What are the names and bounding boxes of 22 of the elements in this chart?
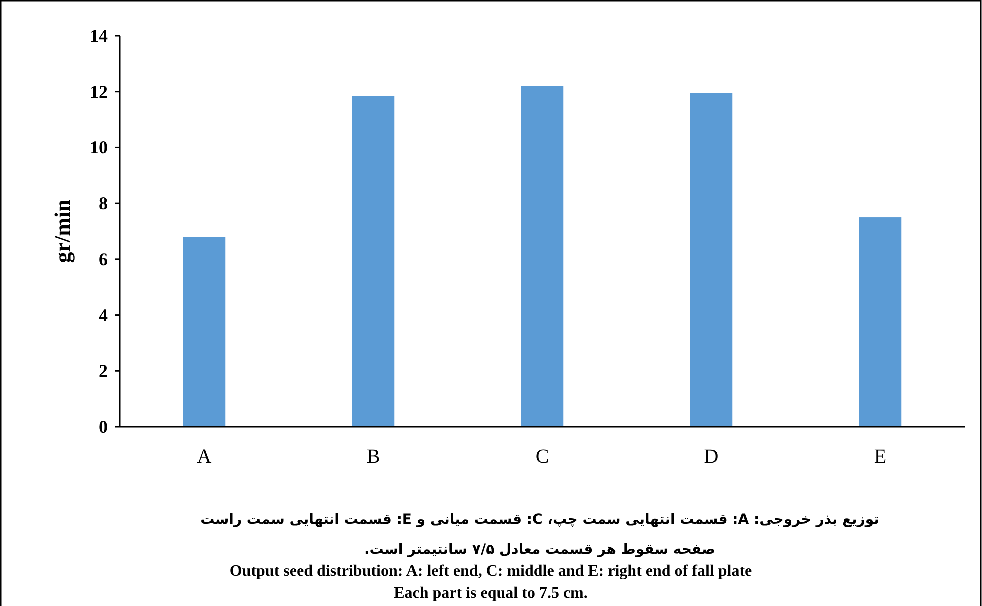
text: توزیع بذر خروجی: A: قسمت انتهایی سمت چپ، C: قسمت میانی و E: قسمت انتهایی سمت راست صفحه سقوط هر قسمت معادل ۷/۵ سانتیمتر است. [200, 512, 880, 558]
bar [859, 218, 902, 427]
y-tick-label: 0 [99, 417, 108, 437]
bar [183, 237, 226, 427]
x-tick-label: A [197, 446, 212, 468]
x-tick-label: B [366, 446, 380, 468]
y-tick-label: 14 [90, 26, 108, 46]
text: Each part is equal to 7.5 cm. [393, 585, 589, 603]
y-tick-label: 6 [99, 249, 108, 270]
y-tick-label: 10 [90, 138, 108, 158]
text: Output seed distribution: A: left end, C: middle and E: right end of fall plate [228, 563, 754, 581]
x-tick-label: E [874, 446, 887, 468]
y-tick-label: 8 [99, 194, 108, 214]
y-axis-title: gr/min [50, 200, 75, 264]
bar [521, 86, 564, 427]
y-tick-label: 12 [90, 82, 108, 102]
x-tick-label: C [536, 446, 550, 468]
y-tick-label: 2 [99, 361, 108, 382]
bar [352, 96, 395, 427]
x-tick-label: D [704, 446, 719, 468]
bar [690, 93, 733, 427]
y-tick-label: 4 [99, 305, 108, 326]
